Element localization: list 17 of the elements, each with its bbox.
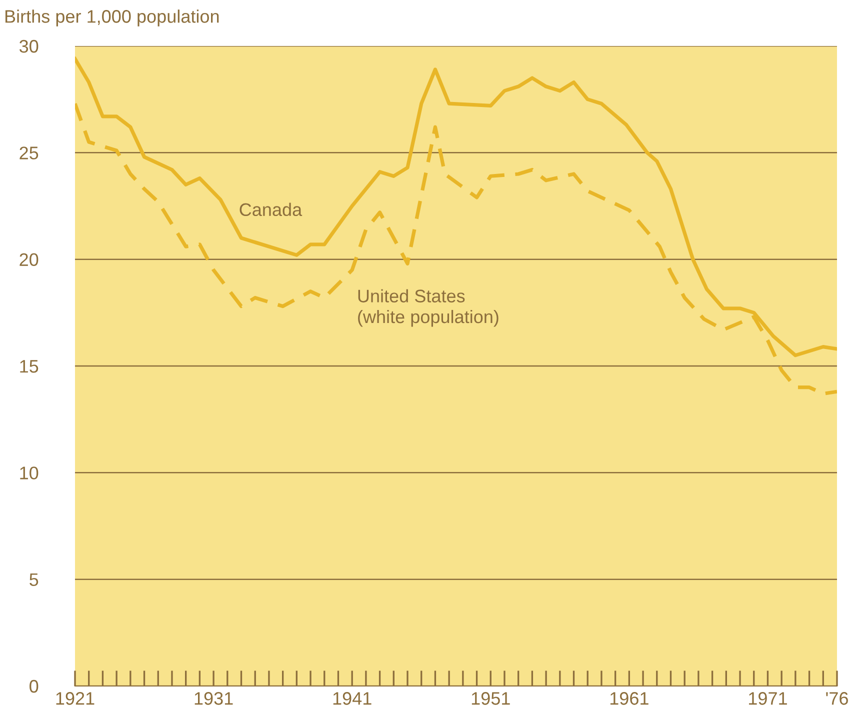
- y-tick-label: 30: [19, 40, 38, 53]
- y-tick-label: 0: [30, 680, 38, 693]
- x-tick-label: 1951: [472, 692, 510, 705]
- y-tick-label: 20: [20, 253, 38, 266]
- y-tick-label: 25: [20, 146, 38, 160]
- x-tick-label: 1961: [610, 692, 648, 705]
- y-tick-label: 5: [30, 573, 38, 586]
- y-axis-title: Births per 1,000 population: [5, 10, 219, 26]
- y-tick-label: 15: [20, 360, 38, 373]
- x-tick-label: 1931: [194, 692, 233, 705]
- x-tick-label: 1971: [749, 692, 787, 705]
- series-label: Canada: [240, 202, 302, 216]
- x-tick-label: 1921: [56, 692, 94, 705]
- x-tick-label: '76: [826, 692, 848, 705]
- series-label: United States (white population): [358, 289, 498, 327]
- x-tick-label: 1941: [333, 692, 372, 705]
- y-tick-label: 10: [20, 466, 38, 480]
